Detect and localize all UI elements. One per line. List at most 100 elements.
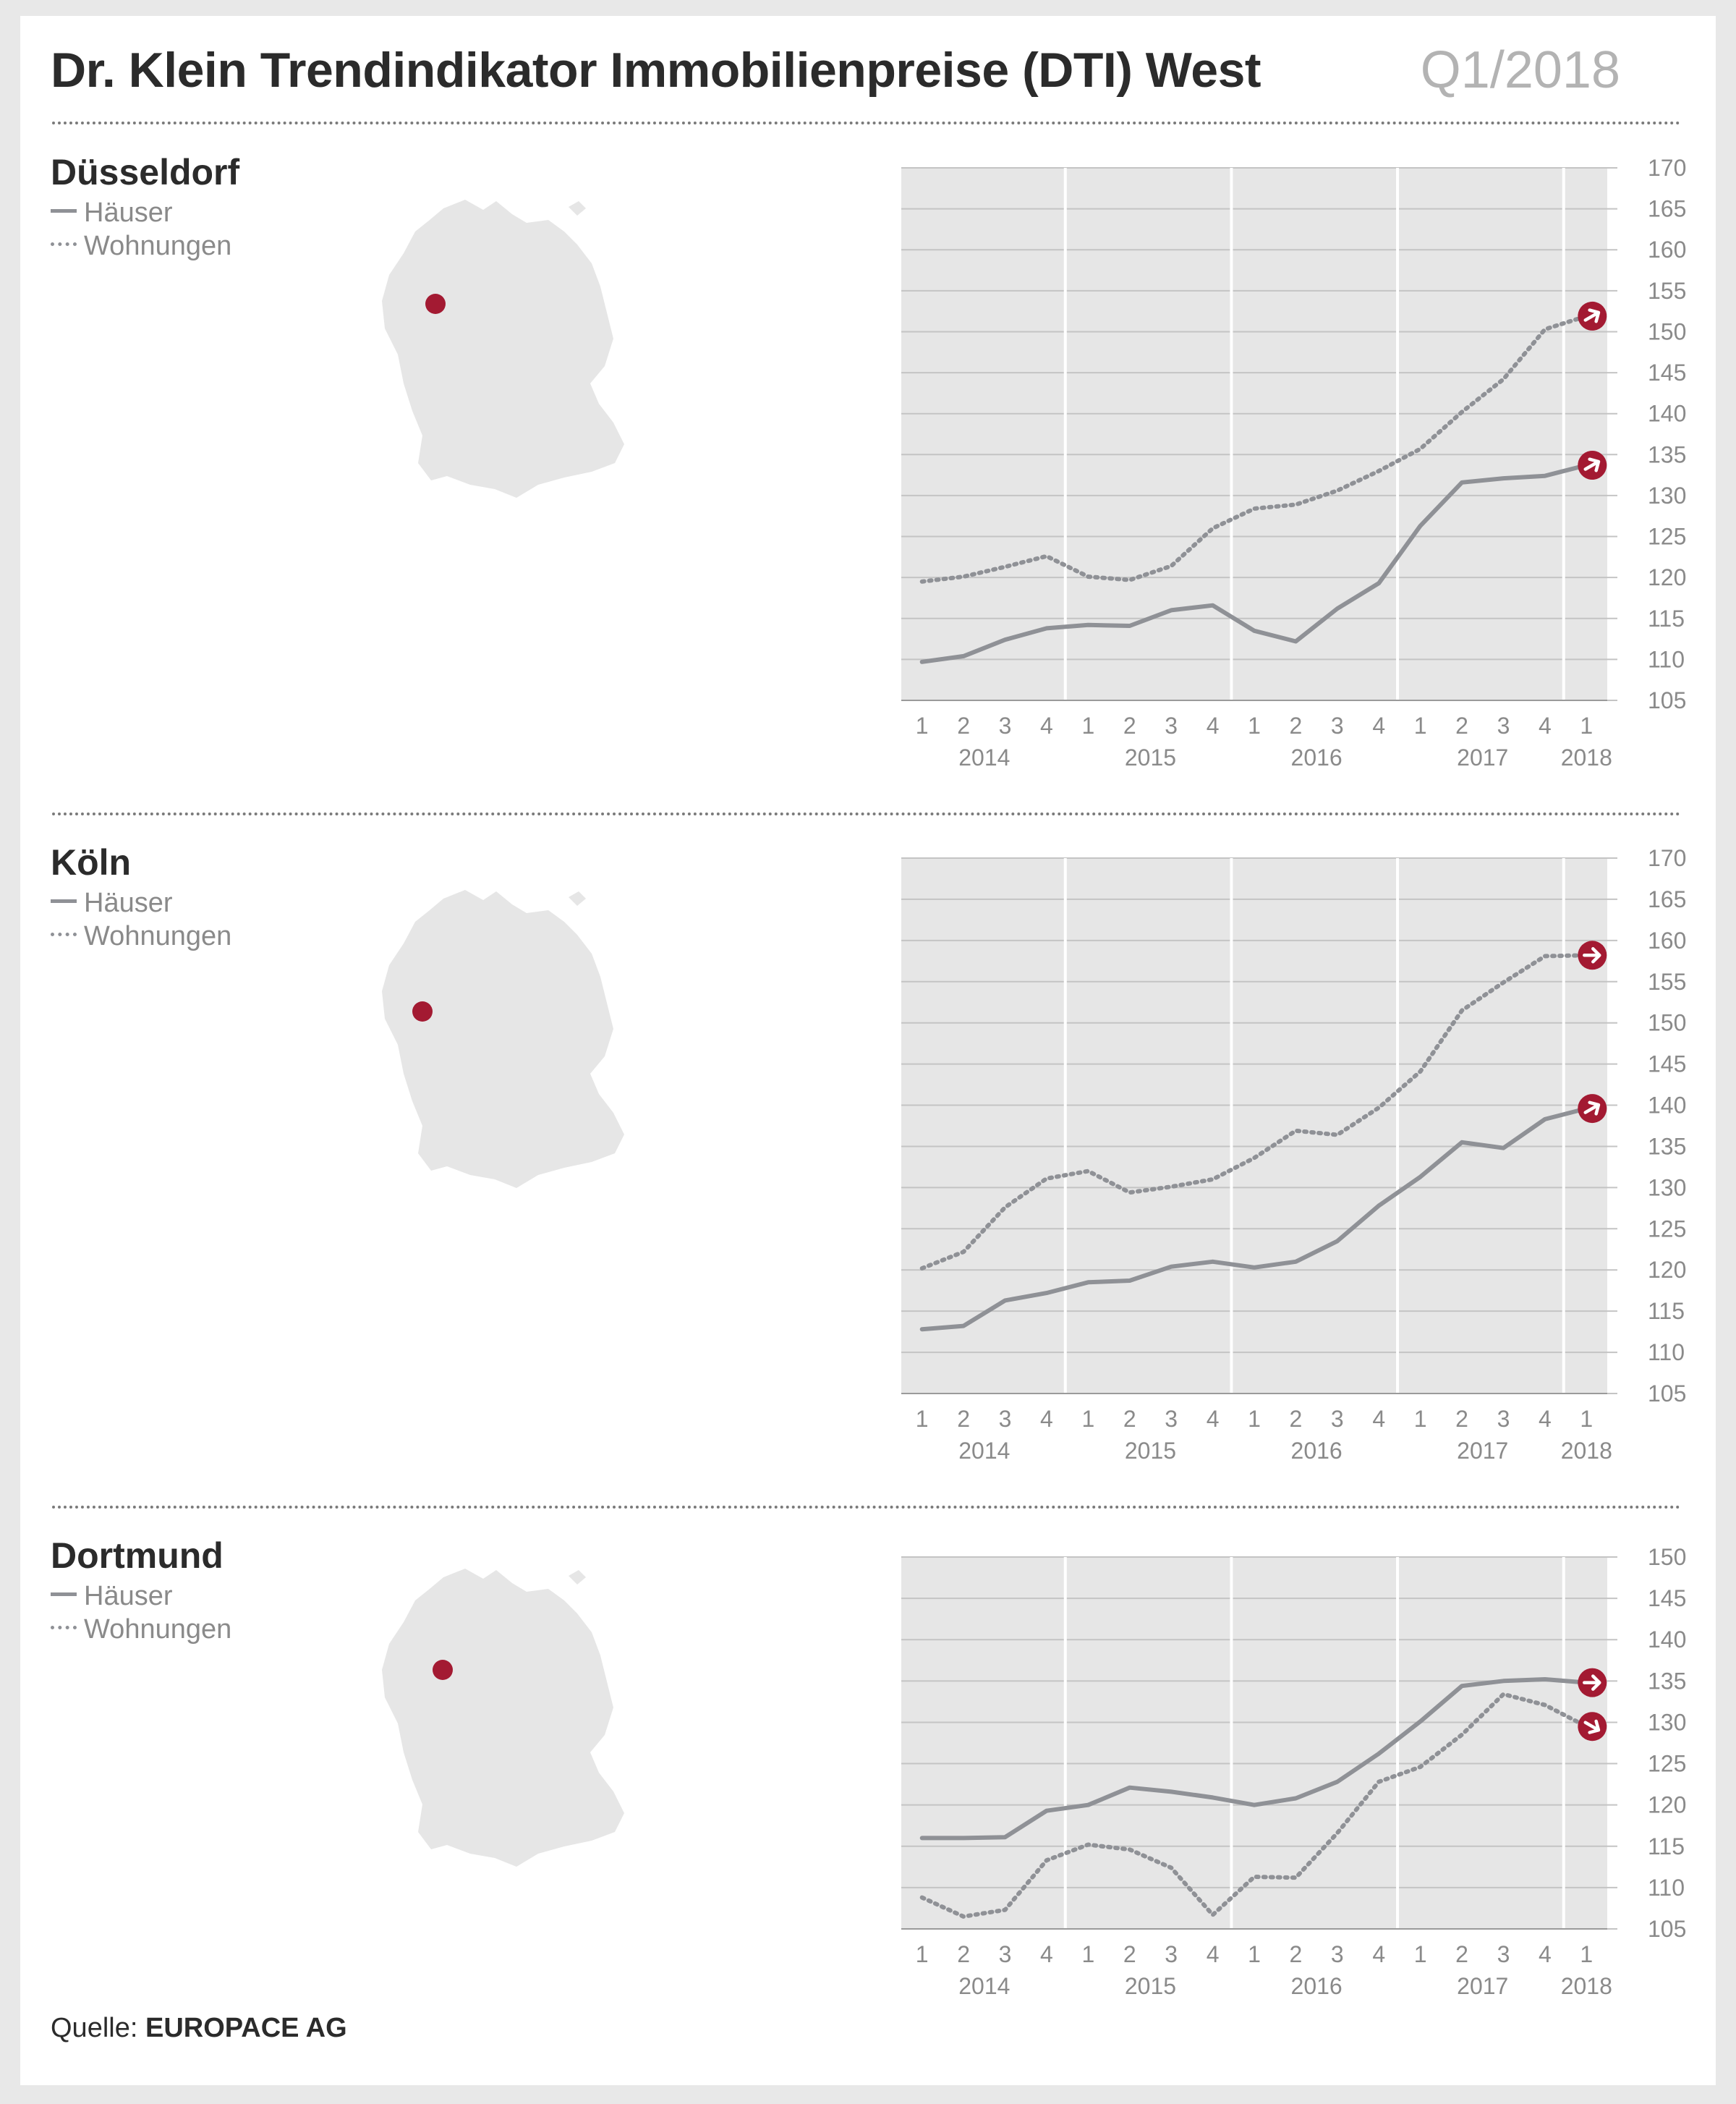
x-tick-label: 3: [1331, 1941, 1344, 1967]
series-line-houses: [919, 1106, 1589, 1332]
arrow-right-circle-icon: [1578, 1712, 1607, 1742]
series-line-houses: [919, 1677, 1589, 1841]
x-tick-label: 2: [1290, 713, 1303, 739]
y-tick-label: 125: [1648, 1216, 1686, 1242]
x-tick-label: 2: [1290, 1941, 1303, 1967]
x-tick-label: 1: [1414, 1941, 1427, 1967]
x-tick-label: 2: [1123, 1941, 1136, 1967]
germany-map: [382, 1569, 624, 1867]
y-tick-label: 145: [1648, 1051, 1686, 1077]
x-tick-label: 3: [1165, 1941, 1178, 1967]
year-label: 2018: [1561, 1973, 1612, 1999]
city-title: Köln: [51, 842, 132, 883]
y-tick-label: 115: [1648, 1298, 1685, 1324]
x-tick-label: 3: [1497, 1406, 1510, 1432]
y-tick-label: 170: [1648, 845, 1686, 871]
x-tick-label: 2: [957, 1406, 970, 1432]
year-label: 2016: [1291, 745, 1343, 771]
year-label: 2015: [1125, 745, 1176, 771]
y-tick-label: 170: [1648, 155, 1686, 181]
year-label: 2015: [1125, 1438, 1176, 1464]
x-tick-label: 3: [1165, 1406, 1178, 1432]
y-tick-label: 145: [1648, 1585, 1686, 1611]
x-tick-label: 2: [957, 1941, 970, 1967]
source-note: Quelle: EUROPACE AG: [51, 2013, 347, 2043]
x-tick-label: 2: [1123, 713, 1136, 739]
x-tick-label: 4: [1207, 1941, 1220, 1967]
x-tick-label: 1: [916, 1941, 929, 1967]
series-line-apartments: [919, 313, 1589, 584]
period-label: Q1/2018: [1420, 41, 1620, 99]
series-line-apartments: [919, 1692, 1589, 1919]
x-tick-label: 2: [957, 713, 970, 739]
x-tick-label: 3: [1497, 713, 1510, 739]
germany-map: [382, 200, 624, 498]
divider: [52, 1506, 1681, 1509]
year-label: 2016: [1291, 1973, 1343, 1999]
year-label: 2017: [1457, 1438, 1508, 1464]
x-tick-label: 1: [1081, 1941, 1094, 1967]
plot-area: [901, 168, 1607, 700]
x-tick-label: 1: [1414, 1406, 1427, 1432]
arrow-right-circle-icon: [1578, 1094, 1607, 1124]
city-title: Dortmund: [51, 1535, 224, 1576]
x-tick-label: 4: [1539, 1941, 1552, 1967]
x-tick-label: 3: [1165, 713, 1178, 739]
city-title: Düsseldorf: [51, 152, 240, 192]
y-tick-label: 120: [1648, 564, 1686, 590]
y-tick-label: 160: [1648, 928, 1686, 954]
y-tick-label: 130: [1648, 1709, 1686, 1735]
y-tick-label: 165: [1648, 196, 1686, 222]
y-tick-label: 140: [1648, 1626, 1686, 1653]
x-tick-label: 3: [999, 1406, 1012, 1432]
x-tick-label: 2: [1290, 1406, 1303, 1432]
x-tick-label: 4: [1207, 713, 1220, 739]
x-tick-label: 1: [1248, 1941, 1261, 1967]
x-tick-label: 1: [916, 1406, 929, 1432]
year-label: 2015: [1125, 1973, 1176, 1999]
plot-area: [901, 858, 1607, 1394]
y-tick-label: 130: [1648, 1174, 1686, 1200]
x-tick-label: 4: [1372, 1941, 1385, 1967]
y-tick-label: 115: [1648, 606, 1685, 632]
y-tick-label: 135: [1648, 1668, 1686, 1694]
plot-area: [901, 1557, 1607, 1929]
x-tick-label: 1: [1580, 1941, 1593, 1967]
x-tick-label: 1: [1081, 713, 1094, 739]
x-tick-label: 1: [1580, 713, 1593, 739]
x-tick-label: 4: [1539, 1406, 1552, 1432]
x-tick-label: 2: [1455, 1406, 1468, 1432]
x-tick-label: 1: [1580, 1406, 1593, 1432]
x-tick-label: 3: [1331, 1406, 1344, 1432]
y-tick-label: 140: [1648, 1093, 1686, 1119]
dotted-line-icon: [51, 1626, 77, 1630]
x-tick-label: 1: [1414, 713, 1427, 739]
location-dot-icon: [433, 1660, 453, 1680]
solid-line-icon: [51, 209, 77, 213]
y-tick-label: 135: [1648, 1133, 1686, 1159]
y-tick-label: 125: [1648, 1751, 1686, 1777]
divider: [52, 813, 1681, 815]
x-tick-label: 3: [999, 713, 1012, 739]
x-tick-label: 2: [1455, 1941, 1468, 1967]
year-label: 2014: [958, 1438, 1010, 1464]
y-tick-label: 150: [1648, 1544, 1686, 1570]
x-tick-label: 1: [1248, 1406, 1261, 1432]
x-tick-label: 3: [1497, 1941, 1510, 1967]
y-tick-label: 115: [1648, 1833, 1685, 1859]
x-tick-label: 4: [1372, 1406, 1385, 1432]
page-title: Dr. Klein Trendindikator Immobilienpreis…: [51, 43, 1261, 98]
solid-line-icon: [51, 1592, 77, 1597]
y-tick-label: 110: [1648, 646, 1685, 672]
dotted-line-icon: [51, 933, 77, 937]
year-label: 2014: [958, 1973, 1010, 1999]
legend-apartments: Wohnungen: [51, 1613, 231, 1645]
y-tick-label: 160: [1648, 237, 1686, 263]
divider: [52, 122, 1681, 124]
line-chart: 105 110 115 120 125 130 135 140 145 150 1 2 3 4 1 2 3 4 1 2…: [901, 1544, 1686, 1999]
line-chart: 105 110 115 120 125 130 135 140 145 150 155 160 165 1…: [901, 845, 1686, 1464]
x-tick-label: 1: [1248, 713, 1261, 739]
x-tick-label: 3: [1331, 713, 1344, 739]
legend-apartments: Wohnungen: [51, 230, 231, 262]
infographic-card: Dr. Klein Trendindikator Immobilienpreis…: [20, 16, 1716, 2085]
